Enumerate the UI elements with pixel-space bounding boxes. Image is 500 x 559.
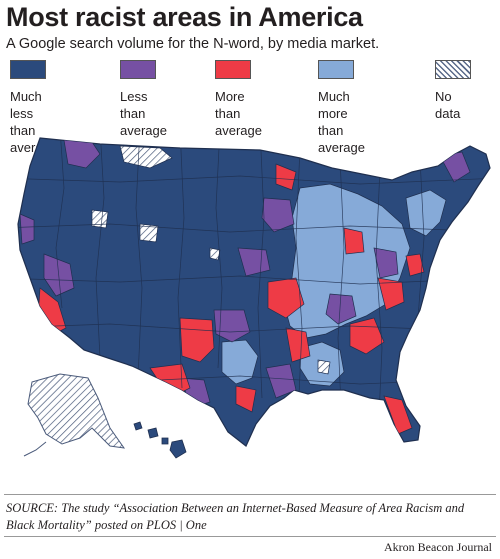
region-no-data-wyoming [139,223,159,243]
source-note: SOURCE: The study “Association Between a… [6,501,465,532]
region-no-data-gulf [317,359,331,375]
legend-swatch-less [120,60,156,79]
region-northeast-west [405,189,447,237]
region-ohio [343,227,365,255]
legend-label-no-data: No data [435,89,461,121]
legend-swatch-no-data [435,60,471,79]
region-mississippi [285,327,311,363]
region-delmarva [405,253,425,277]
region-louisiana [265,363,297,399]
region-no-data-nebraska [209,247,221,261]
legend-swatch-more [215,60,251,79]
page-title: Most racist areas in America [6,2,363,32]
source-divider [4,494,496,495]
region-tennessee [325,293,357,325]
region-upper-midwest [275,163,297,191]
region-houston [235,385,257,413]
region-nor-cal [19,213,35,245]
us-media-market-map [17,137,491,459]
region-virginia [373,247,399,279]
region-minnesota [261,197,295,233]
region-no-data-idaho [91,209,109,229]
legend-label-much-more: Much more than average [318,89,365,155]
market-regions [18,138,490,439]
aleutian-islands [23,441,47,457]
legend-swatch-much-less [10,60,46,79]
legend-label-less: Less than average [120,89,167,138]
region-east-texas [221,339,259,385]
region-florida [383,395,413,435]
region-north-carolina [377,277,405,311]
region-iowa [237,247,271,277]
credit-line: Akron Beacon Journal [384,540,492,554]
region-oklahoma [213,309,251,343]
legend: Much less than average Less than average… [0,60,500,155]
region-missouri [267,277,305,319]
hawaii [133,421,187,459]
legend-swatch-much-more [318,60,354,79]
legend-label-more: More than average [215,89,262,138]
credit-divider [4,536,496,537]
alaska-no-data [27,373,126,449]
region-no-data-montana [119,145,173,169]
region-west-texas [149,363,191,399]
page-subtitle: A Google search volume for the N-word, b… [6,36,380,52]
